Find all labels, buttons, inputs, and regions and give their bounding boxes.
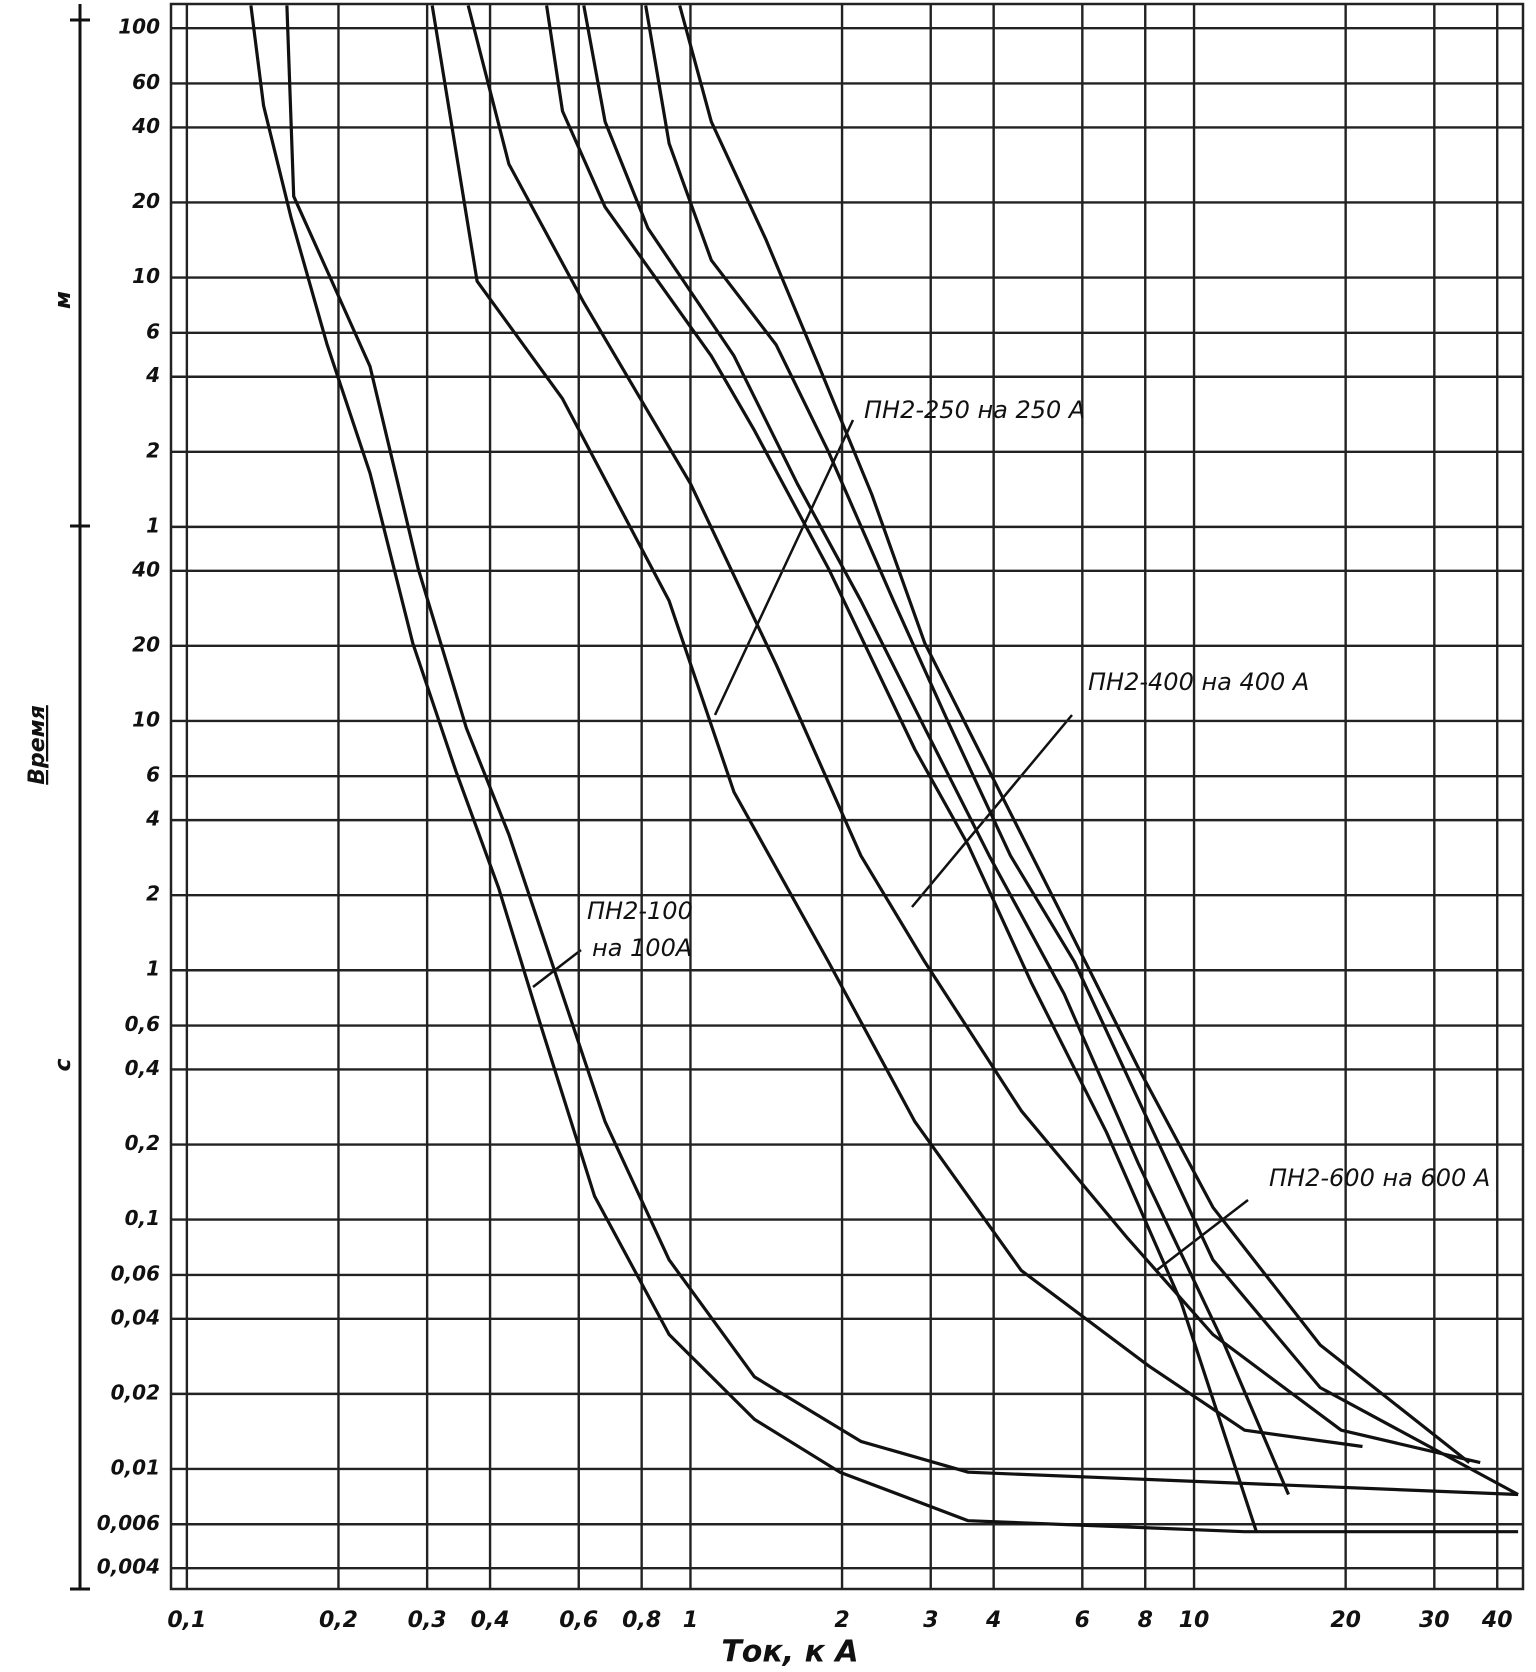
y-tick-label: 40 bbox=[131, 114, 160, 138]
y-tick-label: 0,01 bbox=[111, 1455, 160, 1479]
y-tick-label: 0,1 bbox=[125, 1206, 160, 1230]
y-tick-label: 40 bbox=[131, 557, 160, 581]
x-tick-label: 40 bbox=[1481, 1608, 1513, 1633]
curve bbox=[644, 5, 1519, 1496]
annotation: ПН2-100 bbox=[587, 897, 693, 925]
y-tick-label: 4 bbox=[145, 363, 160, 387]
y-tick-label: 2 bbox=[146, 438, 160, 462]
y-tick-label: 10 bbox=[132, 707, 160, 731]
y-tick-label: 0,06 bbox=[111, 1261, 160, 1285]
y-tick-label: 0,4 bbox=[125, 1056, 160, 1080]
x-tick-label: 2 bbox=[834, 1608, 849, 1633]
y-tick-label: 0,006 bbox=[97, 1511, 160, 1535]
x-tick-label: 0,4 bbox=[471, 1608, 510, 1633]
y-tick-label: 4 bbox=[145, 807, 160, 831]
x-axis-label: Ток, к А bbox=[721, 1635, 858, 1670]
curve bbox=[249, 5, 1519, 1534]
x-tick-label: 0,6 bbox=[559, 1608, 598, 1633]
x-tick-label: 1 bbox=[683, 1608, 698, 1633]
y-tick-label: 60 bbox=[132, 70, 160, 94]
y-tick-label: 10 bbox=[132, 264, 160, 288]
y-tick-label: 0,2 bbox=[125, 1131, 160, 1155]
y-tick-label: 1 bbox=[146, 957, 160, 981]
y-tick-label: 6 bbox=[146, 319, 160, 343]
annotation: ПН2-250 на 250 А bbox=[864, 396, 1085, 424]
y-tick-label: 0,004 bbox=[97, 1555, 160, 1579]
curve bbox=[430, 5, 1363, 1449]
y-tick-label: 100 bbox=[118, 15, 160, 39]
y-tick-label: 20 bbox=[132, 632, 160, 656]
curve bbox=[545, 5, 1258, 1533]
curve bbox=[678, 5, 1471, 1464]
y-tick-label: 2 bbox=[146, 882, 160, 906]
y-tick-label: 1 bbox=[146, 513, 160, 537]
leader-line bbox=[713, 419, 855, 716]
y-tick-label: 6 bbox=[146, 763, 160, 787]
y-tick-label: 0,6 bbox=[125, 1012, 161, 1036]
x-tick-label: 6 bbox=[1075, 1608, 1090, 1633]
x-tick-label: 3 bbox=[923, 1608, 938, 1633]
y-axis-label: Время bbox=[25, 705, 50, 785]
x-tick-label: 10 bbox=[1179, 1608, 1210, 1633]
y-tick-label: 0,04 bbox=[111, 1305, 160, 1329]
leader-line bbox=[911, 714, 1073, 908]
annotation: ПН2-600 на 600 А bbox=[1269, 1164, 1490, 1192]
x-tick-label: 0,8 bbox=[622, 1608, 661, 1633]
y-tick-label: 20 bbox=[132, 189, 160, 213]
curve bbox=[285, 5, 1519, 1497]
unit-seconds: с bbox=[51, 1058, 76, 1071]
curve bbox=[582, 5, 1290, 1496]
y-tick-label: 0,02 bbox=[111, 1380, 160, 1404]
leader-line bbox=[532, 949, 582, 988]
annotation: ПН2-400 на 400 А bbox=[1088, 668, 1309, 696]
unit-minutes: м bbox=[51, 291, 76, 309]
annotation: на 100А bbox=[592, 934, 692, 962]
x-tick-label: 20 bbox=[1330, 1608, 1361, 1633]
x-tick-label: 0,2 bbox=[319, 1608, 358, 1633]
x-tick-label: 8 bbox=[1138, 1608, 1153, 1633]
x-tick-label: 0,3 bbox=[408, 1608, 447, 1633]
x-tick-label: 0,1 bbox=[167, 1608, 206, 1633]
plot-frame bbox=[169, 2, 1525, 1591]
x-tick-label: 4 bbox=[985, 1608, 1001, 1633]
curve bbox=[466, 5, 1481, 1465]
x-tick-label: 30 bbox=[1419, 1608, 1450, 1633]
